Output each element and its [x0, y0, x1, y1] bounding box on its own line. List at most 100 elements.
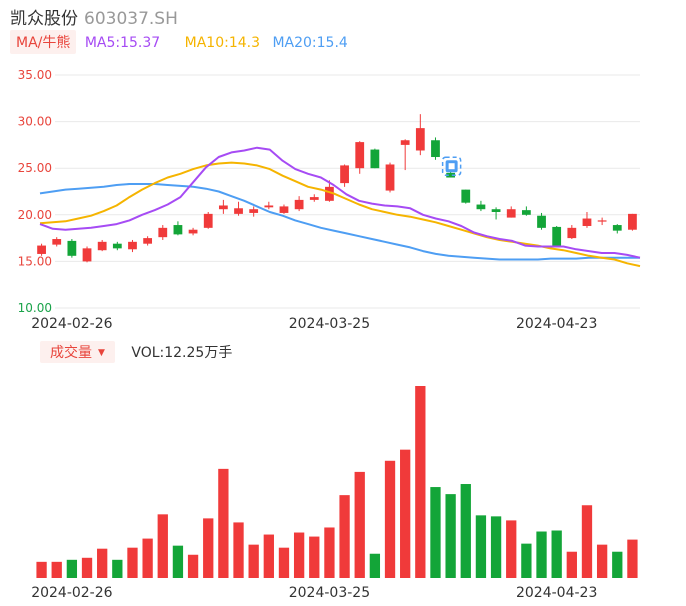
- volume-bar: [187, 554, 199, 578]
- candle: [67, 239, 77, 258]
- volume-bar: [293, 532, 305, 578]
- ma20-line: [39, 183, 640, 261]
- candle-body: [446, 172, 456, 178]
- volume-bar: [248, 544, 259, 578]
- candle-body: [218, 205, 228, 210]
- volume-bar: [354, 471, 365, 578]
- candle: [188, 227, 198, 236]
- candle-body: [82, 248, 92, 262]
- marker-glyph: [448, 163, 455, 170]
- volume-bar: [66, 559, 78, 578]
- candle: [567, 225, 577, 240]
- candle: [279, 204, 289, 214]
- volume-bar: [339, 495, 350, 578]
- date-axis: 2024-02-26 2024-02-26 2024-03-25 2024-03-25…: [31, 316, 597, 601]
- volume-indicator-tag[interactable]: 成交量 ▼: [40, 341, 115, 363]
- candle: [234, 201, 243, 216]
- marker-frame: [441, 156, 462, 176]
- volume-bar: [36, 561, 47, 578]
- ma-indicator-tag[interactable]: MA/牛熊: [10, 30, 77, 54]
- volume-bar: [203, 518, 214, 578]
- candle: [537, 212, 546, 230]
- volume-bar: [612, 551, 623, 578]
- candle-body: [400, 140, 410, 145]
- volume-bar: [460, 484, 471, 578]
- volume-bar: [233, 522, 244, 578]
- date-tick-label: 2024-02-26: [31, 316, 112, 332]
- candle: [628, 213, 637, 231]
- candle-body: [537, 215, 546, 228]
- candle: [52, 237, 62, 247]
- candle-body: [628, 213, 637, 230]
- candle: [264, 201, 274, 210]
- volume-bar: [521, 543, 532, 578]
- candle: [491, 207, 501, 220]
- volume-bar: [172, 545, 184, 578]
- price-tick-label: 20.00: [18, 208, 52, 222]
- candle: [400, 139, 410, 171]
- volume-bar: [415, 386, 426, 578]
- volume-bar: [218, 468, 229, 578]
- candle-body: [461, 189, 471, 203]
- candle: [582, 212, 592, 228]
- candle: [612, 224, 622, 234]
- candle: [82, 246, 92, 263]
- volume-bar: [278, 547, 290, 578]
- candlestick-series: [37, 114, 637, 263]
- candle: [431, 137, 440, 160]
- event-marker-icon[interactable]: [441, 156, 462, 176]
- candle: [415, 114, 425, 156]
- moving-average-lines: [39, 146, 641, 268]
- date-tick-label: 2024-04-23: [516, 316, 597, 332]
- volume-bar: [97, 548, 108, 578]
- candle: [476, 200, 486, 212]
- candle-body: [415, 128, 425, 151]
- volume-bar: [157, 514, 168, 578]
- candle-body: [491, 209, 501, 213]
- stock-title: 凯众股份 603037.SH: [10, 4, 178, 29]
- candle-body: [279, 206, 289, 213]
- volume-bar: [490, 516, 502, 578]
- candle-body: [128, 241, 137, 250]
- candle-body: [476, 204, 486, 210]
- candle: [173, 221, 183, 236]
- ma20-legend: MA20:15.4: [272, 35, 348, 51]
- volume-bar: [430, 487, 441, 578]
- candle: [597, 217, 607, 226]
- candle-body: [203, 213, 213, 228]
- volume-bar: [142, 538, 153, 578]
- candle: [143, 236, 153, 246]
- candle-body: [355, 142, 365, 169]
- candle-body: [294, 199, 304, 210]
- volume-bar: [596, 544, 608, 578]
- candle: [461, 189, 471, 204]
- candle-body: [597, 220, 607, 222]
- ma-legend: MA/牛熊 MA5:15.37 MA10:14.3 MA20:15.4: [10, 30, 348, 54]
- date-tick-label: 2024-02-26: [31, 585, 112, 601]
- candle: [506, 206, 516, 218]
- volume-bar: [112, 559, 123, 578]
- volume-bar: [551, 530, 562, 578]
- candle-body: [567, 227, 577, 239]
- candle: [128, 239, 137, 253]
- volume-bar: [536, 531, 547, 578]
- candle-body: [506, 209, 516, 218]
- candle: [37, 243, 46, 256]
- price-tick-label: 30.00: [18, 115, 52, 129]
- volume-bar: [445, 494, 456, 578]
- candle-body: [340, 165, 349, 184]
- price-tick-label: 35.00: [18, 68, 52, 82]
- volume-bar: [400, 449, 411, 578]
- candle-body: [521, 210, 531, 215]
- candle-body: [431, 140, 440, 158]
- volume-bar: [324, 527, 335, 578]
- volume-tag-label: 成交量: [50, 345, 92, 361]
- volume-bar: [475, 515, 487, 578]
- ma5-legend: MA5:15.37: [84, 35, 161, 51]
- candle-body: [370, 149, 380, 169]
- candle-body: [325, 186, 334, 201]
- candle-body: [552, 226, 562, 246]
- candle: [552, 225, 562, 247]
- candle-body: [158, 227, 168, 238]
